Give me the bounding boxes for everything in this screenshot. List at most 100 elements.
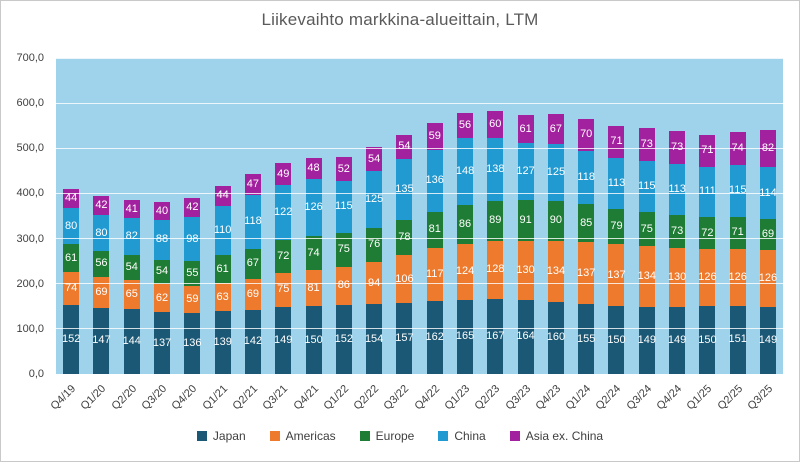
bar-group: 150 126 72 111 71 (692, 58, 722, 374)
bar-segment-europe: 72 (275, 240, 292, 273)
value-label: 70 (580, 128, 593, 141)
bar-segment-japan: 155 (577, 304, 595, 374)
value-label: 130 (516, 264, 535, 277)
y-axis-label: 700,0 (16, 52, 44, 64)
value-label: 149 (758, 333, 778, 346)
bar-segment-japan: 142 (243, 309, 263, 374)
stacked-bar: 136 59 55 98 42 (183, 197, 202, 374)
bar-segment-asia-ex-china: 54 (396, 134, 413, 160)
bar-segment-china: 126 (304, 179, 323, 237)
bar-group: 139 63 61 110 44 (207, 58, 237, 374)
value-label: 69 (761, 227, 775, 240)
bar-group: 150 81 74 126 48 (298, 58, 328, 374)
value-label: 126 (304, 201, 323, 214)
legend: Japan Americas Europe China Asia ex. China (1, 429, 799, 443)
bar-segment-china: 148 (455, 137, 475, 205)
value-label: 74 (65, 282, 78, 295)
bar-segment-japan: 151 (729, 305, 747, 374)
bar-segment-asia-ex-china: 44 (63, 188, 80, 209)
bar-segment-americas: 62 (154, 284, 171, 313)
bar-segment-europe: 69 (759, 218, 776, 250)
bar-segment-europe: 91 (517, 200, 534, 242)
stacked-bar: 144 65 54 82 41 (123, 199, 141, 374)
value-label: 67 (549, 122, 563, 135)
bar-segment-china: 125 (364, 171, 384, 228)
bar-segment-china: 88 (154, 220, 171, 260)
value-label: 49 (277, 167, 290, 180)
bar-segment-europe: 75 (638, 212, 655, 247)
value-label: 124 (455, 265, 475, 278)
bar-group: 167 128 89 138 60 (480, 58, 510, 374)
bar-segment-china: 118 (244, 195, 262, 249)
bar-segment-americas: 81 (305, 269, 322, 307)
value-label: 149 (274, 333, 293, 346)
bar-segment-europe: 73 (669, 215, 686, 249)
value-label: 54 (125, 260, 138, 273)
legend-label: China (454, 429, 486, 443)
y-axis-label: 200,0 (16, 277, 44, 290)
stacked-bar: 164 130 91 127 61 (516, 115, 535, 374)
bar-segment-japan: 139 (213, 311, 232, 374)
bar-segment-asia-ex-china: 40 (154, 202, 171, 221)
bar-segment-europe: 86 (457, 204, 473, 244)
bar-group: 157 106 78 135 54 (389, 58, 419, 374)
bar-segment-asia-ex-china: 44 (214, 185, 231, 206)
value-label: 130 (667, 270, 687, 283)
bar-segment-americas: 137 (577, 242, 595, 305)
value-label: 42 (186, 200, 199, 213)
value-label: 54 (155, 265, 169, 278)
bar-segment-europe: 90 (547, 200, 564, 242)
bar-segment-china: 98 (184, 216, 201, 262)
bar-segment-europe: 71 (729, 216, 746, 249)
bar-segment-americas: 74 (63, 272, 80, 306)
bar-segment-americas: 130 (516, 241, 535, 300)
bar-segment-europe: 72 (699, 216, 716, 250)
value-label: 149 (637, 333, 656, 346)
value-label: 44 (65, 191, 78, 204)
bar-segment-asia-ex-china: 49 (275, 163, 292, 186)
value-label: 55 (186, 267, 199, 280)
value-label: 142 (243, 335, 263, 348)
value-label: 125 (546, 165, 566, 178)
legend-swatch (438, 431, 449, 441)
bar-segment-japan: 136 (183, 312, 202, 374)
stacked-bar: 142 69 67 118 47 (243, 174, 263, 374)
bar-segment-americas: 126 (759, 249, 777, 307)
y-axis-label: 100,0 (16, 322, 44, 335)
bar-segment-americas: 124 (455, 243, 475, 300)
plot-area: 152 74 61 80 44 147 69 56 80 42 144 65 54 82 41 137 62 54… (56, 57, 783, 374)
stacked-bar: 155 137 85 118 70 (577, 118, 595, 374)
stacked-bar: 152 86 75 115 52 (335, 157, 353, 374)
value-label: 135 (395, 183, 414, 196)
value-label: 148 (455, 164, 475, 177)
bar-segment-americas: 69 (244, 278, 261, 310)
bar-segment-china: 82 (123, 218, 140, 256)
bar-segment-china: 111 (699, 166, 716, 217)
value-label: 61 (65, 251, 78, 264)
value-label: 125 (364, 193, 384, 206)
value-label: 59 (186, 292, 199, 305)
legend-label: Europe (375, 429, 415, 443)
stacked-bar: 149 126 69 114 82 (758, 130, 778, 374)
bar-segment-china: 113 (668, 164, 686, 216)
value-label: 115 (335, 200, 353, 213)
value-label: 80 (65, 219, 78, 232)
value-label: 59 (428, 130, 441, 143)
value-label: 160 (546, 331, 566, 344)
bar-group: 162 117 81 136 59 (420, 58, 450, 374)
stacked-bar: 150 81 74 126 48 (304, 157, 323, 374)
legend-item-asia-ex-china: Asia ex. China (509, 429, 603, 443)
bar-segment-china: 136 (426, 150, 444, 212)
bar-segment-americas: 86 (335, 266, 352, 306)
bar-segment-japan: 149 (758, 306, 778, 374)
stacked-bar: 149 75 72 122 49 (274, 163, 293, 374)
legend-swatch (269, 431, 280, 441)
bar-segment-europe: 89 (487, 200, 504, 241)
value-label: 127 (516, 165, 535, 178)
value-label: 118 (577, 170, 595, 183)
stacked-bar: 150 126 72 111 71 (698, 134, 717, 374)
value-label: 150 (304, 333, 323, 346)
bar-segment-europe: 85 (578, 203, 595, 243)
value-label: 72 (277, 250, 290, 263)
value-label: 152 (61, 333, 81, 346)
